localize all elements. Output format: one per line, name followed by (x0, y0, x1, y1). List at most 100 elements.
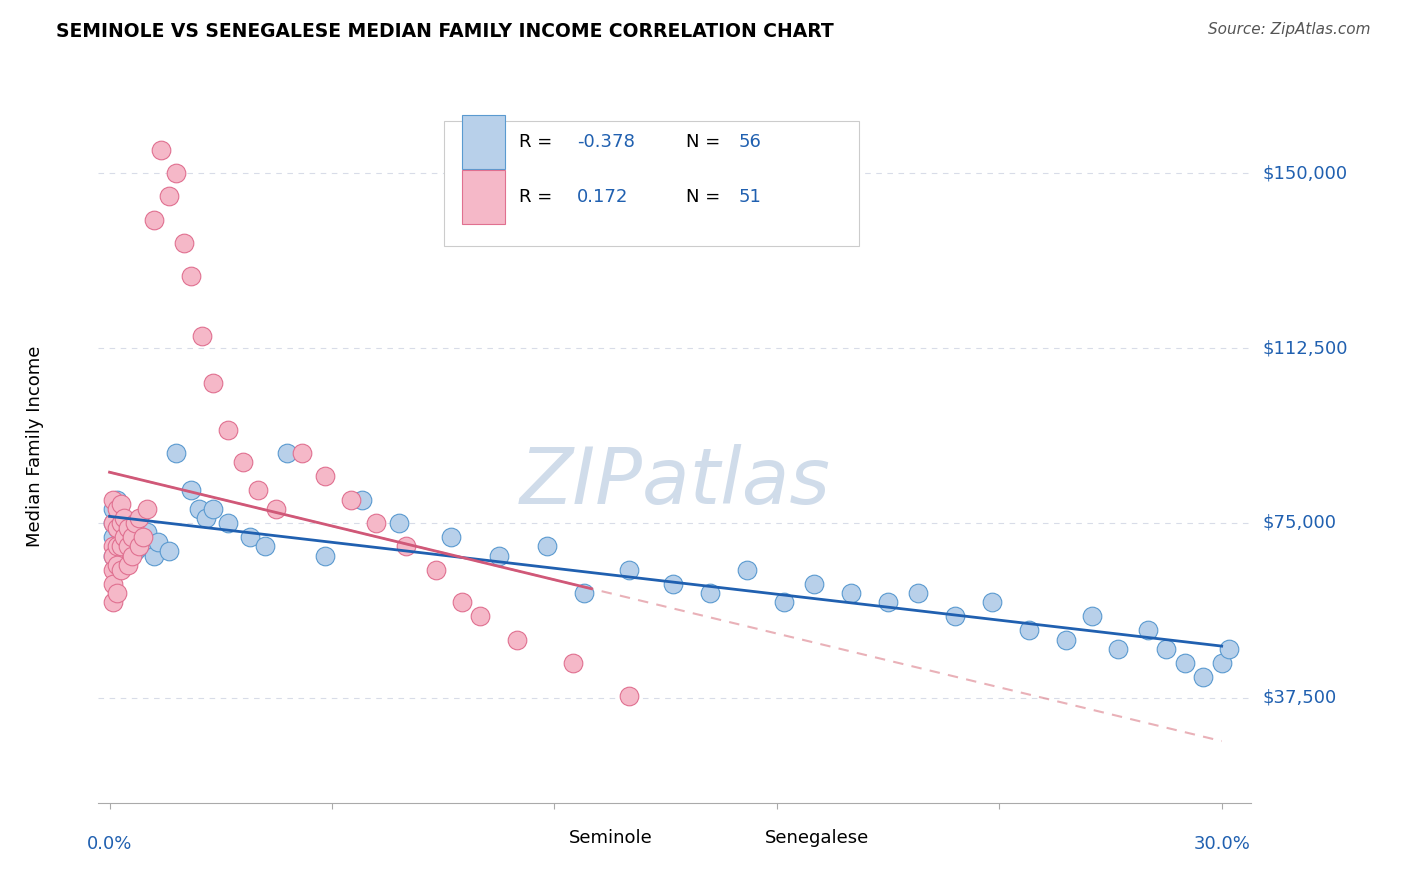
Point (121, 525, 143, 540)
Point (105, 492, 128, 507)
Point (350, 492, 373, 507)
Point (103, 502, 125, 516)
Point (1218, 641, 1240, 656)
Point (395, 539, 418, 553)
Point (239, 530, 262, 544)
Point (1136, 624, 1159, 638)
Point (339, 492, 361, 507)
FancyBboxPatch shape (721, 822, 755, 853)
Point (103, 563, 125, 577)
Point (1107, 641, 1129, 656)
Point (877, 595, 900, 609)
Text: SEMINOLE VS SENEGALESE MEDIAN FAMILY INCOME CORRELATION CHART: SEMINOLE VS SENEGALESE MEDIAN FAMILY INC… (56, 22, 834, 41)
Text: 56: 56 (738, 133, 761, 151)
Point (450, 595, 472, 609)
Point (110, 511, 132, 525)
Point (165, 166, 187, 180)
Point (1018, 624, 1040, 638)
Point (105, 586, 128, 600)
Point (1154, 641, 1177, 656)
Text: Senegalese: Senegalese (765, 829, 869, 847)
Text: 30.0%: 30.0% (1194, 836, 1250, 854)
Point (110, 539, 132, 553)
Point (425, 563, 447, 577)
Text: $37,500: $37,500 (1263, 689, 1337, 706)
Point (121, 549, 143, 563)
Point (1192, 670, 1215, 684)
Point (1081, 609, 1104, 624)
Text: Seminole: Seminole (569, 829, 652, 847)
Text: 51: 51 (738, 188, 761, 206)
Text: Median Family Income: Median Family Income (25, 345, 44, 547)
Point (105, 502, 128, 516)
Text: $75,000: $75,000 (1263, 514, 1337, 532)
Point (314, 549, 336, 563)
Point (1174, 656, 1197, 670)
Point (165, 446, 187, 460)
Point (105, 558, 128, 572)
Text: 0.0%: 0.0% (87, 836, 132, 854)
Point (132, 539, 155, 553)
Point (110, 516, 132, 530)
Point (112, 530, 135, 544)
Point (124, 516, 146, 530)
Point (180, 268, 202, 283)
Point (366, 516, 388, 530)
Text: R =: R = (519, 188, 553, 206)
Point (128, 539, 150, 553)
Text: -0.378: -0.378 (576, 133, 634, 151)
FancyBboxPatch shape (461, 170, 505, 224)
Point (1054, 632, 1077, 647)
Point (191, 329, 214, 343)
Point (103, 539, 125, 553)
Point (291, 446, 314, 460)
Point (907, 586, 929, 600)
Point (103, 530, 125, 544)
Point (202, 376, 225, 390)
Point (150, 143, 173, 157)
Point (157, 544, 180, 558)
Point (124, 544, 146, 558)
Point (110, 497, 132, 511)
Point (103, 492, 125, 507)
FancyBboxPatch shape (524, 822, 560, 853)
Text: 0.172: 0.172 (576, 188, 628, 206)
Text: $112,500: $112,500 (1263, 339, 1348, 357)
Point (662, 576, 685, 591)
Point (276, 446, 298, 460)
Point (110, 563, 132, 577)
Point (187, 502, 209, 516)
Point (103, 576, 125, 591)
Point (536, 539, 558, 553)
Point (143, 549, 166, 563)
Point (202, 502, 225, 516)
Point (617, 689, 640, 703)
Point (103, 595, 125, 609)
Point (146, 534, 169, 549)
Point (121, 530, 143, 544)
Point (194, 511, 217, 525)
Text: R =: R = (519, 133, 553, 151)
Point (470, 609, 492, 624)
Point (103, 516, 125, 530)
Point (135, 502, 157, 516)
Point (839, 586, 862, 600)
Point (112, 530, 135, 544)
Point (735, 563, 758, 577)
Point (572, 586, 595, 600)
Point (103, 549, 125, 563)
Text: ZIPatlas: ZIPatlas (519, 443, 831, 520)
Point (439, 530, 461, 544)
Point (103, 549, 125, 563)
Point (117, 539, 139, 553)
Point (217, 423, 239, 437)
Text: Source: ZipAtlas.com: Source: ZipAtlas.com (1208, 22, 1371, 37)
Point (143, 212, 166, 227)
Point (980, 595, 1002, 609)
FancyBboxPatch shape (444, 121, 859, 246)
Point (112, 511, 135, 525)
Point (117, 521, 139, 535)
Text: N =: N = (686, 133, 721, 151)
Point (117, 516, 139, 530)
Point (488, 549, 510, 563)
